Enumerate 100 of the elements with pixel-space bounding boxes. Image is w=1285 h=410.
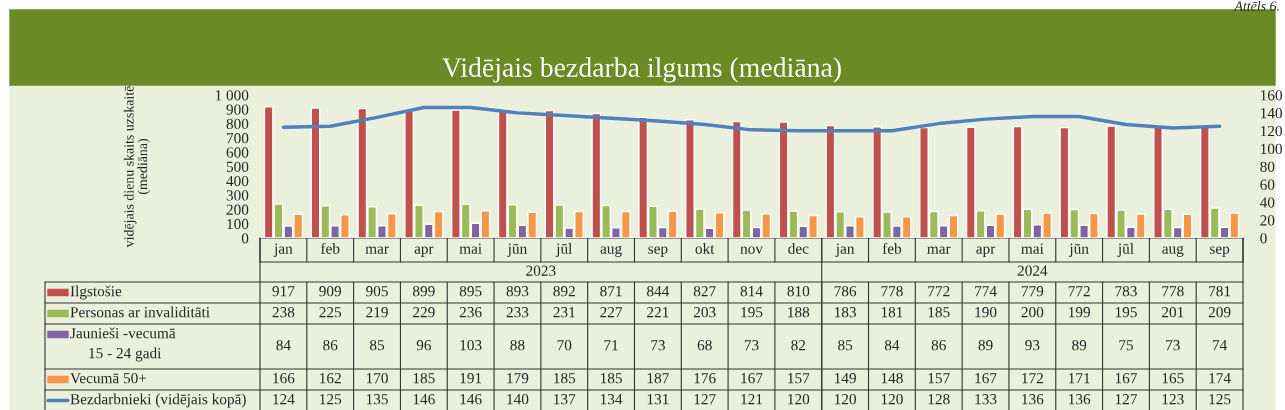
data-label: 136 (1022, 394, 1044, 405)
data-label: 89 (1072, 340, 1087, 351)
data-label: 88 (510, 340, 525, 351)
data-label: 174 (1209, 373, 1231, 384)
data-label: 231 (553, 307, 575, 318)
data-label: 84 (884, 340, 900, 351)
data-label: 82 (791, 340, 806, 351)
data-label: 221 (647, 307, 669, 318)
data-label: 85 (838, 340, 853, 351)
data-label: 827 (693, 286, 716, 297)
data-label: 127 (694, 394, 716, 405)
line-series (281, 105, 1222, 133)
data-label: 783 (1115, 286, 1137, 297)
data-label: 73 (651, 340, 665, 351)
x-tick-label: feb (320, 242, 340, 254)
x-tick-label: okt (695, 243, 715, 254)
data-label: 871 (600, 286, 622, 297)
data-label: 162 (320, 373, 341, 384)
data-label: 190 (975, 307, 997, 318)
x-tick-label: mar (927, 246, 951, 254)
data-label: 225 (319, 307, 342, 318)
data-label: 131 (647, 394, 669, 405)
y2-tick-label: 120 (1261, 125, 1282, 137)
y-tick-label: 900 (226, 104, 249, 115)
x-tick-label: jūn (507, 243, 527, 257)
legend-label: Ilgstošie (70, 285, 122, 300)
x-tick-label: mai (459, 243, 482, 254)
data-label: 84 (276, 340, 291, 351)
y2-tick-label: 80 (1260, 161, 1275, 172)
data-label: 779 (1021, 286, 1044, 297)
data-label: 209 (1208, 307, 1231, 318)
data-label: 188 (788, 307, 810, 318)
y2-tick-label: 160 (1261, 90, 1282, 101)
data-label: 917 (272, 286, 295, 297)
data-label: 179 (507, 373, 529, 384)
x-tick-label: jūl (1117, 243, 1134, 257)
x-tick-label: jūl (555, 243, 573, 257)
data-label: 233 (506, 307, 529, 318)
x-tick-label: sep (1210, 246, 1230, 257)
y-tick-label: 600 (226, 147, 249, 158)
data-label: 167 (1115, 373, 1137, 384)
data-label: 71 (604, 340, 618, 351)
data-label: 120 (881, 394, 903, 405)
data-label: 68 (697, 340, 712, 351)
data-label: 124 (273, 394, 295, 405)
data-label: 148 (881, 373, 903, 384)
data-label: 125 (1209, 394, 1231, 405)
data-label: 185 (600, 373, 622, 384)
text: 2024 (1017, 265, 1048, 276)
data-label: 238 (272, 307, 295, 318)
data-label: 128 (928, 394, 950, 405)
x-tick-label: mai (1021, 243, 1044, 254)
y-tick-label: 500 (226, 161, 249, 172)
y2-tick-label: 20 (1260, 215, 1275, 226)
data-label: 778 (1162, 286, 1184, 297)
data-label: 227 (600, 307, 623, 318)
data-label: 899 (412, 286, 435, 297)
data-label: 185 (413, 373, 435, 384)
data-label: 136 (1069, 394, 1091, 405)
data-label: 120 (835, 394, 856, 405)
data-label: 121 (741, 394, 763, 405)
data-label: 146 (413, 394, 435, 405)
data-label: 133 (975, 394, 997, 405)
data-label: 89 (978, 340, 993, 351)
data-label: 134 (600, 394, 623, 405)
x-tick-label: aug (1162, 245, 1184, 257)
data-label: 844 (647, 286, 670, 297)
data-label: 96 (416, 340, 432, 351)
x-tick-label: dec (788, 243, 809, 254)
y-tick-label: 0 (241, 233, 249, 244)
data-label: 70 (557, 340, 572, 351)
data-label: 185 (928, 307, 950, 318)
x-tick-label: mar (365, 246, 389, 254)
data-label: 201 (1162, 307, 1184, 318)
data-label: 74 (1212, 340, 1227, 351)
y-tick-label: 1 000 (215, 90, 249, 101)
legend-label: Jaunieši -vecumā 15 - 24 gadi (70, 327, 176, 362)
data-label: 167 (975, 373, 997, 384)
data-label: 85 (369, 340, 385, 351)
y2-tick-label: 60 (1260, 179, 1275, 190)
data-label: 195 (1115, 307, 1137, 318)
data-label: 176 (694, 373, 716, 384)
y-tick-label: 800 (226, 118, 249, 130)
y-tick-label: 700 (226, 133, 249, 144)
x-tick-label: jan (835, 243, 855, 257)
data-label: 181 (881, 307, 903, 318)
data-label: 814 (740, 286, 763, 297)
data-label: 75 (1119, 340, 1134, 351)
y-axis-title: vidējais dienu skaits uzskaitē (mediāna) (123, 86, 150, 248)
data-label: 229 (413, 307, 435, 318)
y-tick-label: 300 (226, 190, 249, 201)
data-label: 195 (741, 307, 763, 318)
data-label: 893 (506, 286, 529, 297)
y-tick-label: 200 (226, 204, 249, 215)
data-label: 172 (1022, 373, 1043, 384)
y2-tick-label: 40 (1259, 197, 1275, 208)
y2-tick-label: 0 (1260, 233, 1267, 244)
data-label: 185 (554, 373, 576, 384)
data-label: 778 (881, 286, 903, 297)
x-tick-label: apr (414, 246, 434, 257)
